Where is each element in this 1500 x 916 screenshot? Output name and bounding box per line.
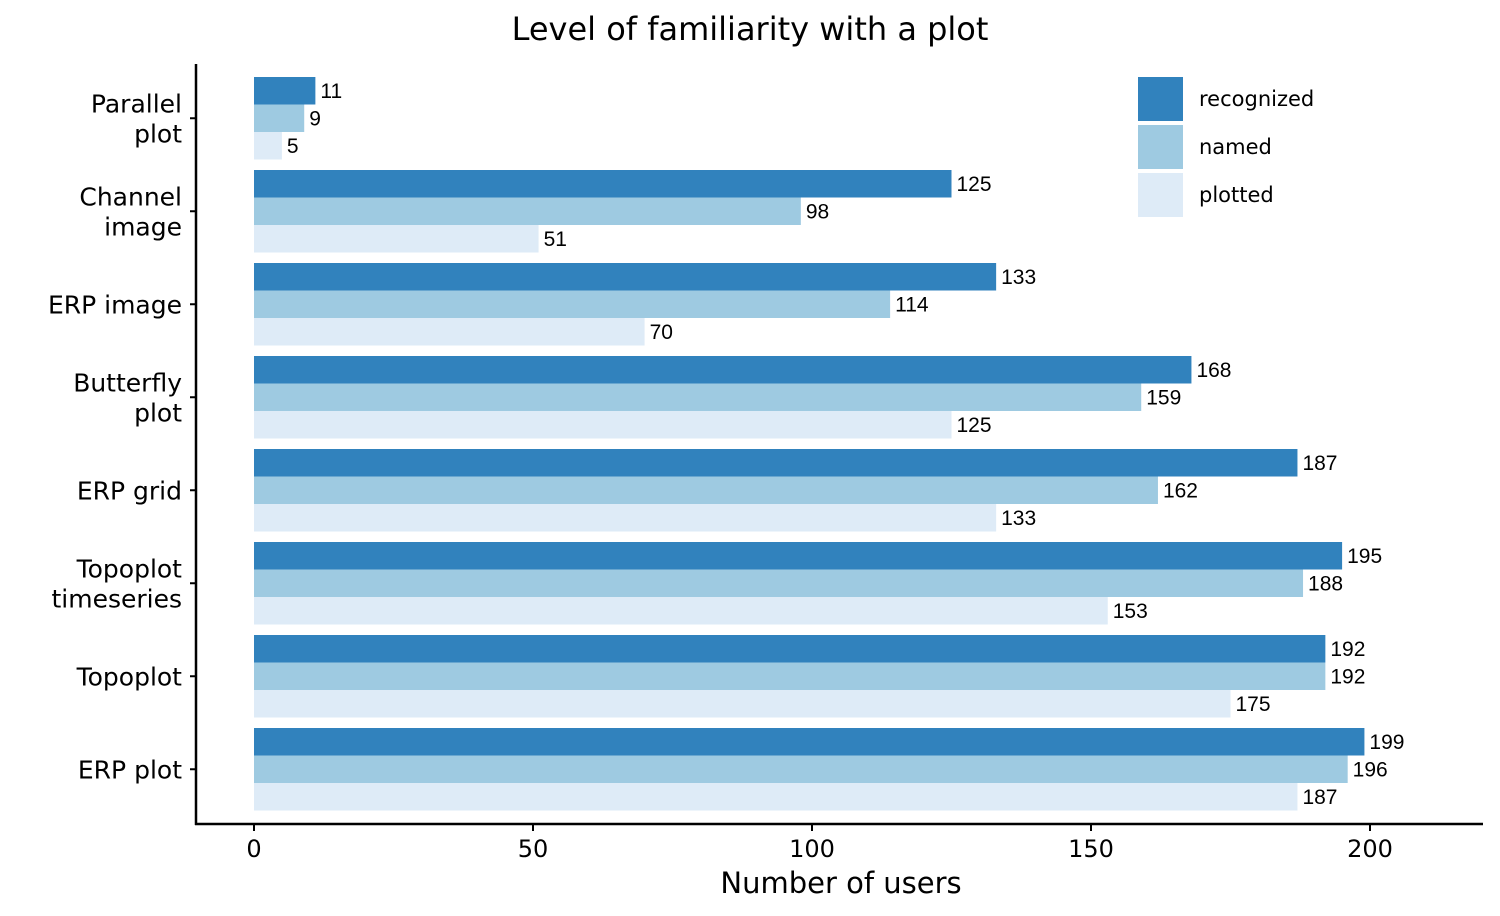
bar-plotted-1 (254, 225, 539, 253)
value-label-plotted-5: 153 (1113, 600, 1148, 623)
bar-plotted-7 (254, 783, 1298, 811)
x-tick-label-3: 150 (1068, 835, 1114, 863)
bar-named-2 (254, 290, 891, 318)
value-label-named-2: 114 (895, 293, 929, 316)
bar-recognized-7 (254, 728, 1365, 756)
value-label-named-7: 196 (1353, 758, 1388, 781)
legend-label-recognized: recognized (1199, 87, 1314, 111)
bar-named-4 (254, 476, 1158, 504)
bar-recognized-2 (254, 263, 997, 291)
bar-recognized-3 (254, 356, 1192, 384)
legend-key-plotted (1138, 173, 1183, 217)
y-tick-label-3-1: plot (134, 398, 182, 427)
x-tick-label-0: 0 (246, 835, 261, 863)
legend-label-named: named (1199, 135, 1272, 159)
value-label-recognized-7: 199 (1369, 731, 1404, 754)
y-tick-label-7-0: ERP plot (78, 755, 182, 784)
value-label-recognized-4: 187 (1302, 452, 1337, 475)
value-label-named-0: 9 (309, 107, 321, 130)
bar-recognized-0 (254, 77, 316, 105)
value-label-plotted-3: 125 (957, 414, 992, 437)
bar-plotted-6 (254, 690, 1231, 718)
y-tick-label-0-0: Parallel (91, 89, 182, 118)
y-tick-label-5-1: timeseries (51, 584, 182, 613)
bar-plotted-4 (254, 504, 997, 532)
x-tick-label-4: 200 (1347, 835, 1393, 863)
value-label-named-6: 192 (1330, 665, 1365, 688)
x-axis-title: Number of users (720, 866, 961, 900)
y-tick-label-5-0: Topoplot (76, 554, 183, 583)
value-label-named-1: 98 (806, 200, 829, 223)
value-label-plotted-4: 133 (1001, 507, 1036, 530)
chart-title: Level of familiarity with a plot (512, 10, 989, 48)
bars-layer (254, 77, 1365, 811)
value-label-recognized-3: 168 (1196, 359, 1231, 382)
bar-recognized-6 (254, 635, 1326, 663)
y-tick-label-3-0: Butterfly (73, 368, 182, 397)
bar-named-5 (254, 569, 1304, 597)
bar-recognized-5 (254, 542, 1343, 570)
legend-label-plotted: plotted (1199, 183, 1274, 207)
value-label-recognized-0: 11 (320, 80, 342, 103)
legend-key-recognized (1138, 77, 1183, 121)
x-tick-label-1: 50 (518, 835, 549, 863)
value-label-recognized-2: 133 (1001, 266, 1036, 289)
bar-plotted-5 (254, 597, 1108, 625)
bar-named-0 (254, 104, 305, 132)
y-tick-label-0-1: plot (134, 119, 182, 148)
x-tick-label-2: 100 (789, 835, 835, 863)
value-label-plotted-7: 187 (1302, 786, 1337, 809)
value-label-plotted-0: 5 (287, 135, 299, 158)
bar-plotted-2 (254, 318, 645, 346)
value-label-plotted-1: 51 (544, 228, 567, 251)
value-label-named-4: 162 (1163, 479, 1198, 502)
value-label-plotted-2: 70 (650, 321, 673, 344)
value-label-recognized-6: 192 (1330, 638, 1365, 661)
value-label-plotted-6: 175 (1236, 693, 1271, 716)
legend-key-named (1138, 125, 1183, 169)
value-label-recognized-5: 195 (1347, 545, 1382, 568)
bar-named-6 (254, 662, 1326, 690)
bar-plotted-3 (254, 411, 952, 439)
legend: recognized named plotted (1138, 77, 1314, 217)
value-labels-layer: 11 95 125 98 51 133 114 70 168 159 125 187 162 133 195… (287, 80, 1405, 809)
value-label-recognized-1: 125 (957, 173, 992, 196)
bar-plotted-0 (254, 132, 282, 160)
bar-recognized-1 (254, 170, 952, 198)
bar-named-7 (254, 755, 1348, 783)
y-tick-label-6-0: Topoplot (76, 662, 183, 691)
bar-named-1 (254, 197, 801, 225)
y-tick-label-1-0: Channel (79, 182, 182, 211)
value-label-named-3: 159 (1146, 386, 1181, 409)
bar-named-3 (254, 383, 1142, 411)
y-tick-label-4-0: ERP grid (77, 476, 182, 505)
y-tick-label-1-1: image (104, 212, 182, 241)
y-tick-label-2-0: ERP image (48, 290, 182, 319)
value-label-named-5: 188 (1308, 572, 1343, 595)
bar-recognized-4 (254, 449, 1298, 477)
